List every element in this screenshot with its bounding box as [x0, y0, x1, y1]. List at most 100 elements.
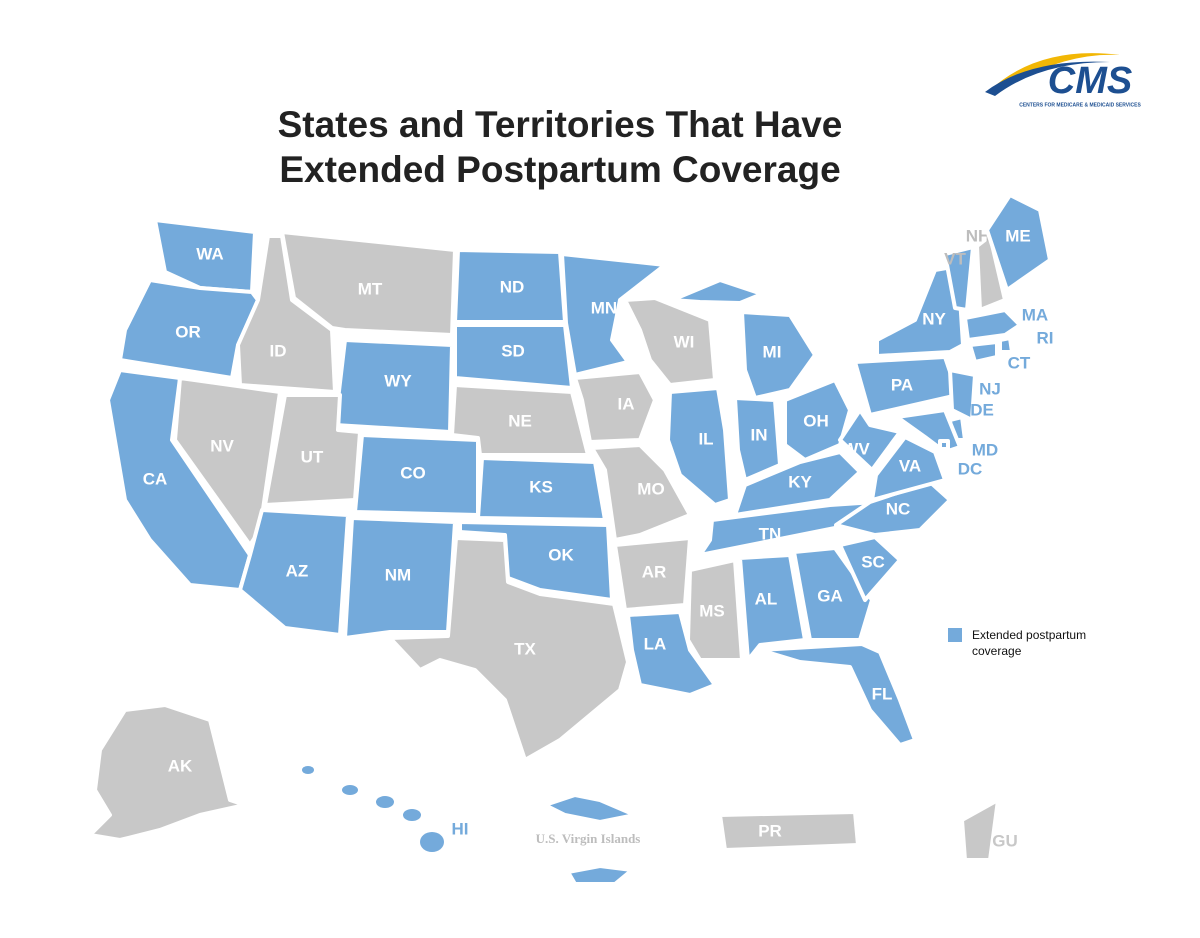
- region-label: WY: [384, 371, 412, 390]
- region-label: UT: [301, 447, 324, 466]
- region-label: GU: [992, 831, 1018, 850]
- region-shape: [838, 408, 902, 472]
- region-label: PR: [758, 821, 782, 840]
- region-label: WI: [674, 332, 695, 351]
- region-shape: [985, 193, 1052, 292]
- region-label: MS: [699, 601, 725, 620]
- region-label: SD: [501, 341, 525, 360]
- region-shape: [838, 535, 902, 602]
- region-label: NJ: [979, 379, 1001, 398]
- region-shape: [948, 368, 977, 422]
- region-shape: [263, 393, 362, 507]
- region-label: MT: [358, 279, 383, 298]
- region-label: CA: [143, 469, 168, 488]
- region-label: NH: [966, 226, 991, 245]
- legend-swatch: [948, 628, 962, 642]
- region-shape: [343, 516, 457, 640]
- region-label: TN: [759, 524, 782, 543]
- region-label: ME: [1005, 226, 1031, 245]
- region-label: NC: [886, 499, 911, 518]
- cms-logo: CMS CENTERS FOR MEDICARE & MEDICAID SERV…: [985, 53, 1141, 108]
- region-shape: [686, 558, 744, 662]
- region-shape: [302, 766, 314, 774]
- region-label: IN: [751, 425, 768, 444]
- region-shape: [738, 553, 807, 662]
- region-label: FL: [872, 684, 893, 703]
- region-label: OK: [548, 545, 574, 564]
- region-label: NV: [210, 436, 234, 455]
- region-shape: [450, 383, 590, 457]
- region-label: NE: [508, 411, 532, 430]
- region-label: CT: [1008, 353, 1031, 372]
- logo-subtitle: CENTERS FOR MEDICARE & MEDICAID SERVICES: [1019, 102, 1141, 108]
- region-label: RI: [1037, 328, 1054, 347]
- region-shape: [342, 785, 358, 795]
- region-label: MA: [1022, 305, 1048, 324]
- region-label: ID: [270, 341, 287, 360]
- logo-mark: CMS: [1048, 60, 1132, 102]
- legend-label: Extended postpartum coverage: [972, 628, 1087, 658]
- region-label: KY: [788, 472, 812, 491]
- region-shape: [870, 435, 947, 502]
- region-shape: [280, 230, 457, 337]
- region-shape: [590, 443, 692, 542]
- region-shape: [388, 536, 630, 762]
- region-shape: [975, 234, 1007, 312]
- region-label: NY: [922, 309, 946, 328]
- region-label: GA: [817, 586, 843, 605]
- region-label: LA: [644, 634, 667, 653]
- region-label: WA: [196, 244, 223, 263]
- region-shape: [998, 336, 1014, 354]
- region-label: DC: [958, 459, 983, 478]
- region-label: NM: [385, 565, 411, 584]
- region-label: OR: [175, 322, 201, 341]
- region-shape: [566, 864, 634, 886]
- region-shape: [560, 252, 667, 377]
- region-label: IA: [618, 394, 635, 413]
- region-shape: [403, 809, 421, 821]
- region-shape: [834, 480, 952, 537]
- region-shape: [733, 396, 782, 482]
- region-label: AK: [168, 756, 193, 775]
- region-label: OH: [803, 411, 829, 430]
- region-shape: [458, 520, 614, 602]
- region-label: SC: [861, 552, 885, 571]
- region-shape: [573, 370, 657, 444]
- region-label: AR: [642, 562, 667, 581]
- title: States and Territories That Have: [278, 104, 843, 145]
- region-label: VT: [944, 249, 966, 268]
- region-shape: [968, 340, 999, 364]
- region-label: KS: [529, 477, 553, 496]
- region-label: MD: [972, 440, 998, 459]
- region-label: WV: [842, 439, 870, 458]
- region-shape: [543, 793, 637, 824]
- region-shape: [740, 310, 817, 400]
- region-label: TX: [514, 639, 536, 658]
- region-shape: [960, 798, 1000, 862]
- logo-swoosh: [985, 61, 1110, 96]
- region-label: AZ: [286, 561, 309, 580]
- region-shape: [453, 323, 574, 390]
- region-label: VA: [899, 456, 921, 475]
- region-shape: [783, 378, 852, 462]
- region-label: PA: [891, 375, 913, 394]
- region-shape: [476, 456, 607, 522]
- region-label: AL: [755, 589, 778, 608]
- region-shape: [623, 296, 717, 387]
- region-label: HI: [452, 819, 469, 838]
- region-shape: [670, 278, 764, 305]
- region-shape: [238, 508, 350, 637]
- region-shape: [938, 439, 950, 451]
- region-shape: [963, 308, 1022, 342]
- region-shape: [626, 610, 717, 697]
- region-shape: [376, 796, 394, 808]
- region-shape: [420, 832, 444, 852]
- region-label: CO: [400, 463, 426, 482]
- region-label: U.S. Virgin Islands: [536, 831, 641, 846]
- region-shape: [88, 703, 247, 842]
- region-shape: [733, 450, 862, 517]
- region-label: ND: [500, 277, 525, 296]
- region-shape: [666, 386, 732, 507]
